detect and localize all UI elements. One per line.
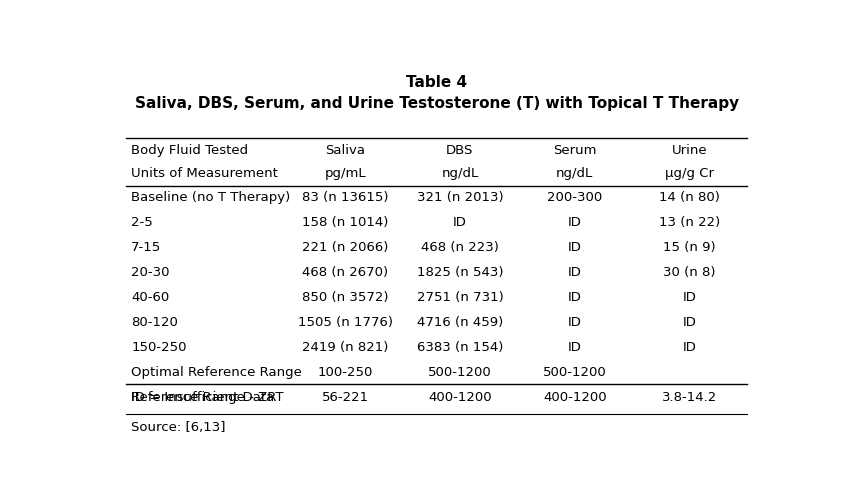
Text: Reference Range - ZRT: Reference Range - ZRT: [131, 391, 284, 404]
Text: ID = Insufficient Data: ID = Insufficient Data: [131, 391, 274, 404]
Text: 100-250: 100-250: [318, 366, 373, 379]
Text: ID: ID: [567, 216, 582, 229]
Text: 6383 (n 154): 6383 (n 154): [417, 341, 504, 354]
Text: ID: ID: [567, 316, 582, 329]
Text: Units of Measurement: Units of Measurement: [131, 167, 278, 180]
Text: ID: ID: [682, 316, 697, 329]
Text: DBS: DBS: [446, 144, 474, 157]
Text: Table 4: Table 4: [406, 75, 467, 90]
Text: ID: ID: [567, 241, 582, 254]
Text: 83 (n 13615): 83 (n 13615): [302, 191, 389, 204]
Text: ID: ID: [682, 291, 697, 304]
Text: pg/mL: pg/mL: [325, 167, 366, 180]
Text: 468 (n 2670): 468 (n 2670): [302, 266, 389, 279]
Text: 150-250: 150-250: [131, 341, 187, 354]
Text: ID: ID: [567, 341, 582, 354]
Text: 2751 (n 731): 2751 (n 731): [417, 291, 504, 304]
Text: 1505 (n 1776): 1505 (n 1776): [297, 316, 393, 329]
Text: 40-60: 40-60: [131, 291, 170, 304]
Text: 500-1200: 500-1200: [428, 366, 492, 379]
Text: 30 (n 8): 30 (n 8): [664, 266, 716, 279]
Text: 13 (n 22): 13 (n 22): [659, 216, 720, 229]
Text: ng/dL: ng/dL: [556, 167, 593, 180]
Text: 850 (n 3572): 850 (n 3572): [302, 291, 389, 304]
Text: 221 (n 2066): 221 (n 2066): [302, 241, 389, 254]
Text: 20-30: 20-30: [131, 266, 170, 279]
Text: 3.8-14.2: 3.8-14.2: [662, 391, 717, 404]
Text: ID: ID: [567, 291, 582, 304]
Text: μg/g Cr: μg/g Cr: [665, 167, 714, 180]
Text: 321 (n 2013): 321 (n 2013): [417, 191, 504, 204]
Text: 56-221: 56-221: [321, 391, 369, 404]
Text: 15 (n 9): 15 (n 9): [663, 241, 716, 254]
Text: Serum: Serum: [553, 144, 596, 157]
Text: Saliva: Saliva: [325, 144, 366, 157]
Text: Source: [6,13]: Source: [6,13]: [131, 421, 226, 434]
Text: 2419 (n 821): 2419 (n 821): [302, 341, 389, 354]
Text: Optimal Reference Range: Optimal Reference Range: [131, 366, 302, 379]
Text: ID: ID: [682, 341, 697, 354]
Text: ID: ID: [567, 266, 582, 279]
Text: ng/dL: ng/dL: [441, 167, 479, 180]
Text: 1825 (n 543): 1825 (n 543): [417, 266, 504, 279]
Text: 400-1200: 400-1200: [543, 391, 607, 404]
Text: 400-1200: 400-1200: [428, 391, 492, 404]
Text: 7-15: 7-15: [131, 241, 162, 254]
Text: 500-1200: 500-1200: [543, 366, 607, 379]
Text: 4716 (n 459): 4716 (n 459): [417, 316, 503, 329]
Text: Body Fluid Tested: Body Fluid Tested: [131, 144, 249, 157]
Text: 158 (n 1014): 158 (n 1014): [302, 216, 389, 229]
Text: Urine: Urine: [671, 144, 707, 157]
Text: 2-5: 2-5: [131, 216, 153, 229]
Text: 80-120: 80-120: [131, 316, 178, 329]
Text: 14 (n 80): 14 (n 80): [659, 191, 720, 204]
Text: 468 (n 223): 468 (n 223): [421, 241, 499, 254]
Text: 200-300: 200-300: [547, 191, 602, 204]
Text: Baseline (no T Therapy): Baseline (no T Therapy): [131, 191, 291, 204]
Text: Saliva, DBS, Serum, and Urine Testosterone (T) with Topical T Therapy: Saliva, DBS, Serum, and Urine Testostero…: [135, 96, 739, 111]
Text: ID: ID: [453, 216, 467, 229]
